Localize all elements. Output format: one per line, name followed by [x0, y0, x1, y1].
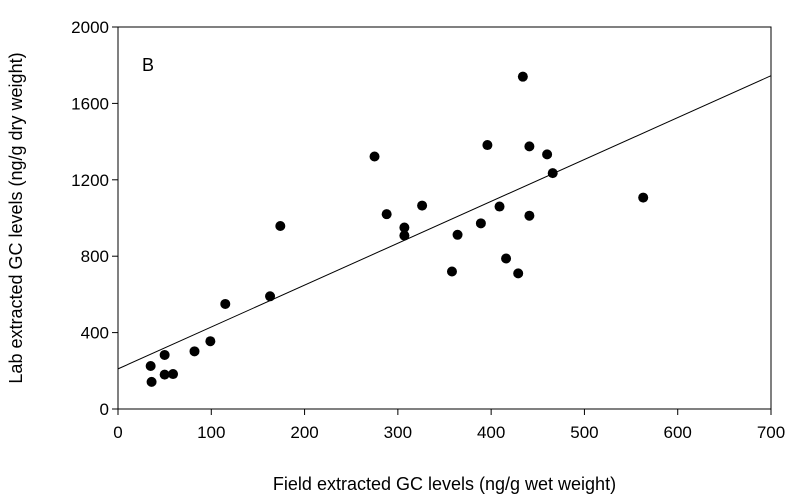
data-point [189, 346, 200, 357]
data-point [205, 336, 216, 347]
data-point [524, 141, 535, 152]
data-point [275, 221, 286, 232]
data-point [524, 210, 535, 221]
data-point [159, 349, 170, 360]
x-tick-label: 400 [477, 423, 505, 442]
y-tick-label: 800 [81, 247, 109, 266]
x-tick-label: 200 [290, 423, 318, 442]
x-axis-title: Field extracted GC levels (ng/g wet weig… [273, 474, 616, 494]
axis-ticks: 0 100 200 300 400 500 600 700 0 400 800 1200 1600 200… [71, 18, 785, 442]
x-tick-label: 500 [570, 423, 598, 442]
data-point [369, 151, 380, 162]
data-point [381, 209, 392, 220]
data-point [475, 218, 486, 229]
data-point [452, 229, 463, 240]
y-tick-label: 0 [100, 400, 109, 419]
data-point [513, 268, 524, 279]
data-point [399, 230, 410, 241]
data-point [494, 201, 505, 212]
x-tick-label: 0 [113, 423, 122, 442]
data-points [145, 71, 649, 387]
x-tick-label: 600 [664, 423, 692, 442]
data-point [265, 291, 276, 302]
data-point [501, 253, 512, 264]
panel-label: B [142, 55, 154, 75]
data-point [542, 149, 553, 160]
data-point [417, 200, 428, 211]
y-tick-label: 400 [81, 324, 109, 343]
data-point [482, 140, 493, 151]
trendline [117, 75, 772, 370]
y-axis-title: Lab extracted GC levels (ng/g dry weight… [6, 52, 26, 383]
data-point [145, 361, 156, 372]
trendline-group [117, 75, 772, 370]
data-point [220, 298, 231, 309]
plot-area-frame [117, 26, 772, 410]
x-tick-label: 100 [197, 423, 225, 442]
data-point [168, 369, 179, 380]
data-point [638, 192, 649, 203]
y-tick-label: 1200 [71, 171, 109, 190]
data-point [399, 222, 410, 233]
y-tick-label: 2000 [71, 18, 109, 37]
data-point [159, 369, 170, 380]
data-point [517, 71, 528, 82]
x-tick-label: 700 [757, 423, 785, 442]
plot-frame [117, 26, 772, 410]
data-point [547, 168, 558, 179]
y-tick-label: 1600 [71, 94, 109, 113]
data-point [446, 266, 457, 277]
x-tick-label: 300 [384, 423, 412, 442]
data-point [146, 376, 157, 387]
